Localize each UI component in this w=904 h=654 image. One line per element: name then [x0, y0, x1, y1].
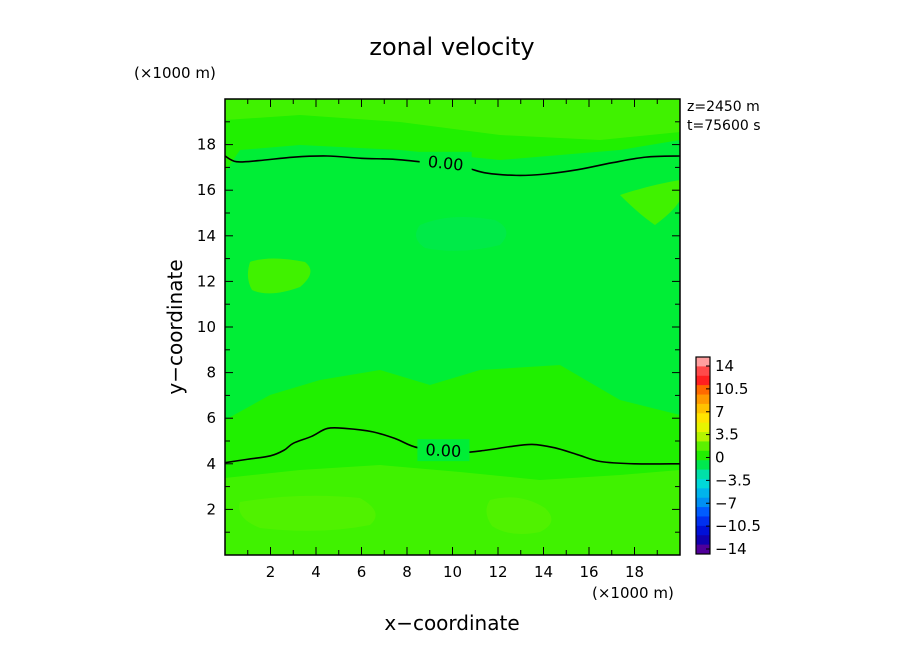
- y-tick-label: 16: [197, 181, 216, 199]
- x-tick-label: 10: [443, 563, 462, 581]
- negative-region: [225, 140, 680, 420]
- colorbar-swatch: [696, 413, 710, 424]
- colorbar-label: −14: [715, 540, 747, 558]
- x-axis-label: x−coordinate: [384, 611, 519, 635]
- positive-blob-left: [247, 258, 311, 294]
- colorbar-swatch: [696, 544, 710, 555]
- colorbar-swatch: [696, 394, 710, 405]
- colorbar-swatch: [696, 488, 710, 499]
- colorbar-swatch: [696, 535, 710, 546]
- x-tick-label: 8: [402, 563, 412, 581]
- x-tick-label: 4: [311, 563, 321, 581]
- colorbar-swatch: [696, 516, 710, 527]
- colorbar-swatch: [696, 422, 710, 433]
- colorbar-frame: [695, 356, 711, 555]
- y-tick-label: 10: [197, 318, 216, 336]
- colorbar-label: 0: [715, 449, 725, 467]
- colorbar-swatch: [696, 441, 710, 452]
- colorbar-swatch: [696, 450, 710, 461]
- y-tick-label: 12: [197, 272, 216, 290]
- positive-blob-upper-right: [620, 180, 680, 225]
- colorbar-label: 3.5: [715, 426, 739, 444]
- y-tick-label: 18: [197, 136, 216, 154]
- x-tick-label: 6: [357, 563, 367, 581]
- y-unit-label: (×1000 m): [134, 64, 216, 82]
- colorbar-swatch: [696, 497, 710, 508]
- contour-label: 0.00: [427, 152, 464, 175]
- positive-region-bottom: [225, 465, 680, 555]
- z-annotation: z=2450 m: [687, 99, 760, 115]
- colorbar-swatch: [696, 478, 710, 489]
- colorbar-label: 10.5: [715, 380, 748, 398]
- colorbar-swatch: [696, 375, 710, 386]
- colorbar-swatch: [696, 357, 710, 367]
- colorbar-swatch: [696, 525, 710, 536]
- y-tick-label: 6: [206, 409, 216, 427]
- chart-title: zonal velocity: [369, 33, 534, 61]
- colorbar-label: −7: [715, 494, 737, 512]
- contour-label-bg: [419, 151, 472, 174]
- x-tick-label: 18: [625, 563, 644, 581]
- y-tick-label: 14: [197, 227, 216, 245]
- colorbar-swatch: [696, 403, 710, 414]
- positive-blob-bottom-left: [239, 495, 376, 531]
- x-tick-label: 12: [488, 563, 507, 581]
- x-tick-label: 16: [579, 563, 598, 581]
- colorbar-swatch: [696, 385, 710, 396]
- colorbar-swatch: [696, 469, 710, 480]
- y-tick-label: 2: [206, 500, 216, 518]
- positive-blob-bottom-center: [486, 497, 552, 534]
- y-axis-label: y−coordinate: [163, 259, 187, 394]
- negative-blob-center: [416, 216, 507, 251]
- contour-line-zero: [225, 426, 680, 465]
- x-unit-label: (×1000 m): [592, 584, 674, 602]
- contour-label: 0.00: [425, 440, 462, 461]
- positive-region: [225, 99, 680, 140]
- colorbar-swatch: [696, 460, 710, 471]
- contour-label-bg: [417, 439, 470, 462]
- t-annotation: t=75600 s: [687, 118, 761, 134]
- colorbar-label: −3.5: [715, 471, 751, 489]
- colorbar-label: 14: [715, 357, 734, 375]
- colorbar-label: 7: [715, 403, 725, 421]
- colorbar: 14 10.5 7 3.5 0 −3.5 −7 −10.5 −14: [695, 356, 761, 558]
- colorbar-swatch: [696, 432, 710, 442]
- x-tick-label: 14: [534, 563, 553, 581]
- x-tick-label: 2: [266, 563, 276, 581]
- colorbar-swatch: [696, 507, 710, 517]
- y-tick-label: 4: [206, 455, 216, 473]
- y-tick-label: 8: [206, 364, 216, 382]
- plot-area: 0.00 0.00 2 4 6 8 10 12 14 16 18 2 4 6 8 10 12 14 16 18: [197, 98, 681, 581]
- colorbar-label: −10.5: [715, 517, 761, 535]
- colorbar-swatch: [696, 366, 710, 377]
